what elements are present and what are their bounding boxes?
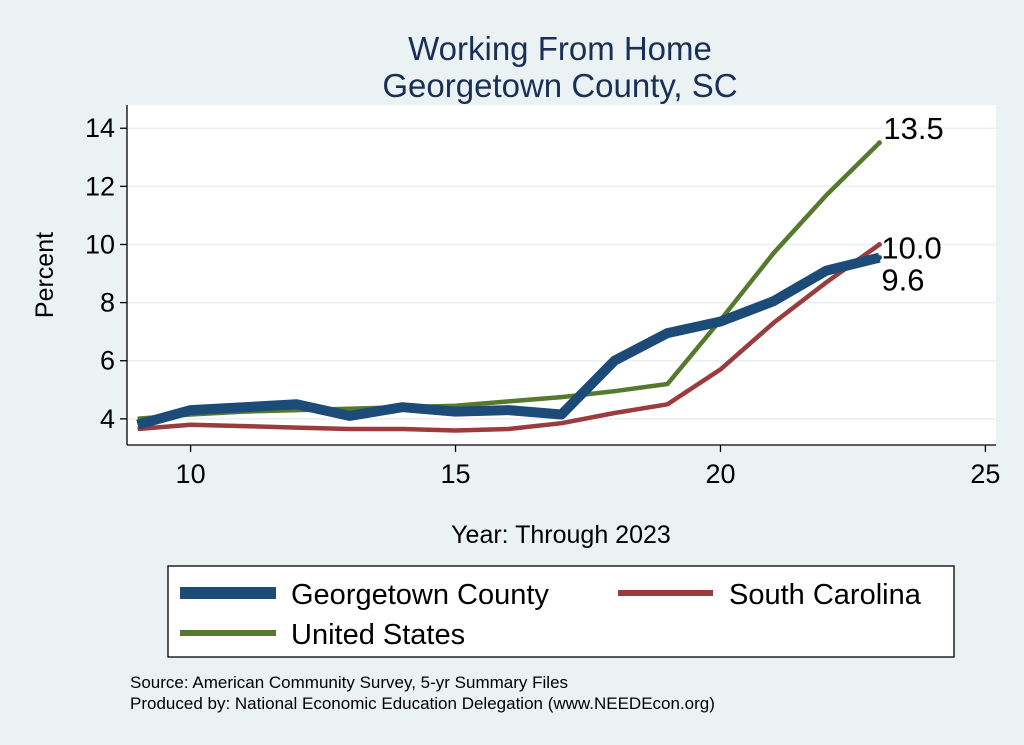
x-tick-label-25: 25 bbox=[970, 459, 1000, 489]
x-axis-ticks: 10 15 20 25 bbox=[176, 445, 1000, 489]
y-axis-title: Percent bbox=[31, 232, 59, 318]
end-point-united-states bbox=[876, 140, 882, 146]
end-label-south-carolina: 10.0 bbox=[881, 230, 941, 265]
plot-area bbox=[127, 105, 996, 445]
end-point-georgetown-county bbox=[876, 255, 882, 261]
end-label-georgetown-county: 9.6 bbox=[881, 263, 924, 298]
y-axis-ticks: 4 6 8 10 12 14 bbox=[85, 113, 127, 434]
produced-by-note: Produced by: National Economic Education… bbox=[130, 694, 715, 713]
legend-label-south-carolina: South Carolina bbox=[729, 579, 922, 611]
y-tick-label-12: 12 bbox=[85, 171, 115, 201]
series-line-georgetown-county bbox=[136, 252, 881, 430]
chart-title-line-1: Working From Home bbox=[408, 30, 712, 67]
end-point-south-carolina bbox=[876, 241, 882, 247]
grid-lines bbox=[127, 127, 996, 420]
series-line-south-carolina bbox=[137, 242, 881, 433]
chart-title-line-2: Georgetown County, SC bbox=[382, 67, 737, 104]
legend-label-united-states: United States bbox=[291, 619, 465, 651]
end-labels: 13.5 10.09.6 bbox=[876, 111, 944, 298]
series-lines bbox=[136, 141, 881, 433]
legend: Georgetown County South Carolina United … bbox=[167, 565, 955, 658]
legend-label-georgetown-county: Georgetown County bbox=[291, 579, 549, 611]
end-label-united-states: 13.5 bbox=[883, 111, 943, 146]
y-tick-label-8: 8 bbox=[100, 288, 115, 318]
y-tick-label-4: 4 bbox=[100, 404, 115, 434]
x-tick-label-15: 15 bbox=[441, 459, 471, 489]
y-tick-label-14: 14 bbox=[85, 113, 115, 143]
source-note: Source: American Community Survey, 5-yr … bbox=[130, 673, 568, 692]
x-axis-title: Year: Through 2023 bbox=[451, 521, 671, 549]
x-tick-label-10: 10 bbox=[176, 459, 206, 489]
x-tick-label-20: 20 bbox=[705, 459, 735, 489]
y-tick-label-10: 10 bbox=[85, 229, 115, 259]
y-tick-label-6: 6 bbox=[100, 346, 115, 376]
legend-box bbox=[167, 565, 955, 658]
